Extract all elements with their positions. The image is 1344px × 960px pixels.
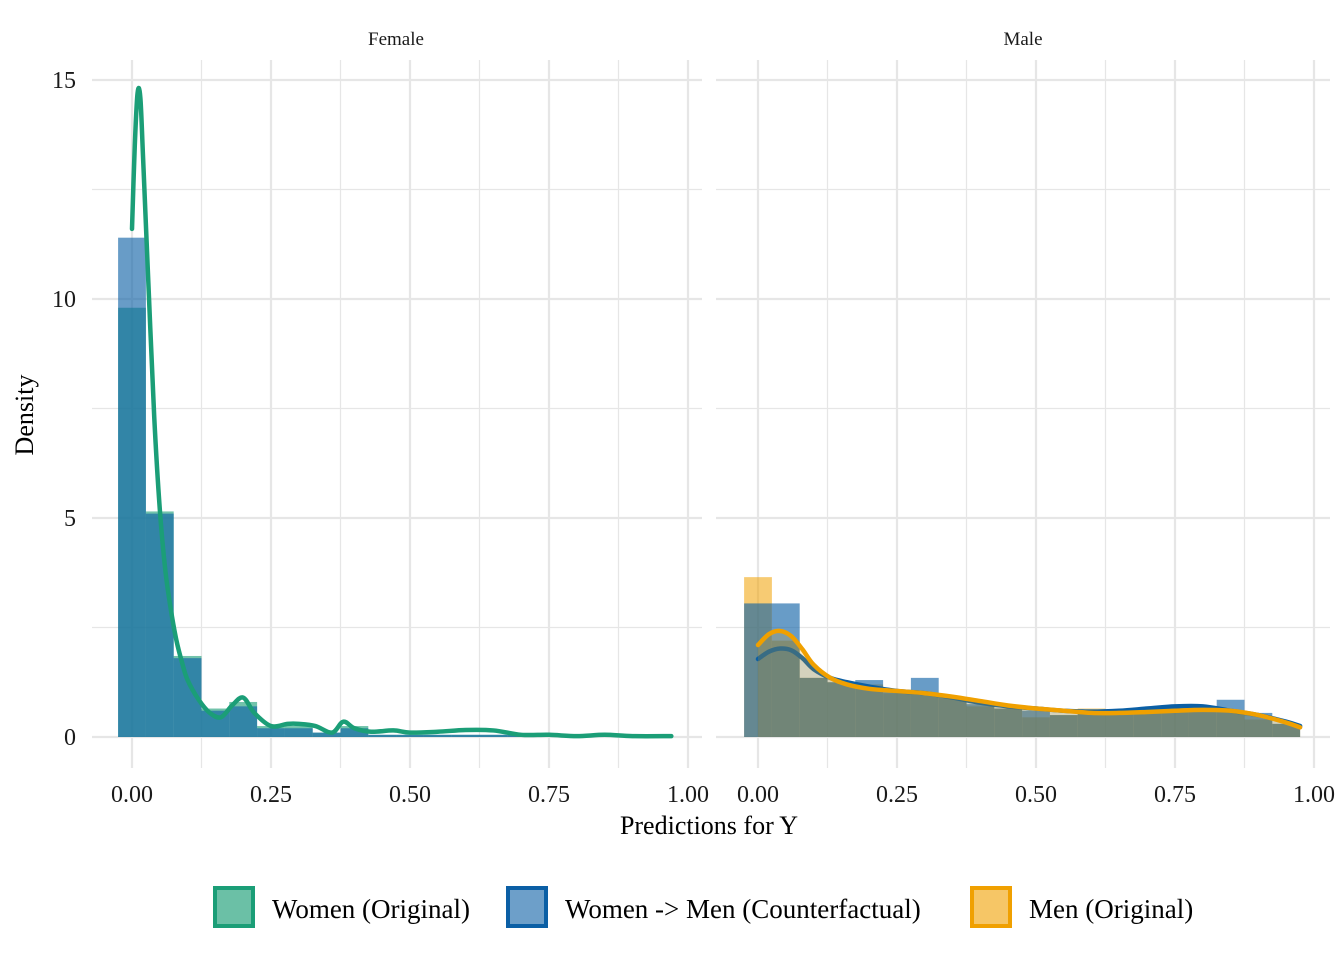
x-tick-labels: 0.00 0.25 0.50 0.75 1.00 <box>737 782 1335 808</box>
legend-key-women-original <box>213 886 255 928</box>
y-tick-label: 15 <box>52 68 76 94</box>
histogram-bar <box>1133 710 1162 737</box>
density-line-women_original <box>129 85 674 739</box>
legend-key-women-to-men <box>506 886 548 928</box>
histogram-bar <box>312 732 341 737</box>
histogram-bar <box>257 728 285 737</box>
grid-major <box>716 60 1330 768</box>
x-axis-title: Predictions for Y <box>620 811 798 840</box>
histogram-bar <box>966 704 995 737</box>
density-area-women_to_men <box>758 648 1301 737</box>
histogram-bar <box>479 734 508 737</box>
histogram-bar <box>145 513 174 737</box>
grid-minor <box>716 60 1330 768</box>
histogram-bar <box>368 734 397 737</box>
legend-key-men-original <box>970 886 1012 928</box>
strip-label-male: Male <box>1003 29 1042 50</box>
legend-label-women-to-men: Women -> Men (Counterfactual) <box>565 894 921 924</box>
histogram-bar <box>938 697 967 737</box>
x-tick-label: 0.25 <box>250 782 292 808</box>
x-tick-label: 0.75 <box>1154 782 1196 808</box>
histogram-bar <box>994 708 1023 737</box>
histogram-bar <box>396 734 424 737</box>
panel-female: 0.00 0.25 0.50 0.75 1.00 0 5 10 15 <box>52 60 709 808</box>
density-area-men_original <box>758 630 1301 737</box>
x-tick-label: 0.50 <box>1015 782 1057 808</box>
x-tick-labels: 0.00 0.25 0.50 0.75 1.00 <box>111 782 709 808</box>
histogram-bar <box>744 603 772 737</box>
histogram-bar <box>827 682 856 737</box>
histogram-bar <box>423 734 452 737</box>
strip-label-female: Female <box>368 29 424 50</box>
y-tick-label: 10 <box>52 287 76 313</box>
x-tick-label: 0.00 <box>111 782 153 808</box>
legend-label-men-original: Men (Original) <box>1029 894 1193 924</box>
y-tick-label: 5 <box>64 506 76 532</box>
histogram-bar <box>799 677 828 737</box>
histogram-bar <box>1077 712 1106 737</box>
x-tick-label: 0.75 <box>528 782 570 808</box>
histogram-bar <box>1188 708 1217 737</box>
histogram-bar <box>451 734 480 737</box>
histogram-bar <box>118 237 146 737</box>
panel-male: 0.00 0.25 0.50 0.75 1.00 <box>716 60 1335 808</box>
histogram-bar <box>771 603 800 737</box>
histogram-bar <box>1105 712 1134 737</box>
histogram-bar <box>1022 710 1050 737</box>
histogram-bar <box>340 728 369 737</box>
x-tick-label: 0.25 <box>876 782 918 808</box>
histogram-bar <box>910 677 939 737</box>
histogram-bar <box>1216 699 1245 737</box>
x-tick-label: 0.50 <box>389 782 431 808</box>
histogram-bar <box>284 728 313 737</box>
y-tick-labels: 0 5 10 15 <box>52 68 76 751</box>
histogram-bar <box>883 691 911 737</box>
legend-label-women-original: Women (Original) <box>272 894 470 924</box>
x-tick-label: 1.00 <box>1293 782 1335 808</box>
y-tick-label: 0 <box>64 725 76 751</box>
grid-minor <box>92 60 702 768</box>
x-tick-label: 0.00 <box>737 782 779 808</box>
legend: Women (Original) Women -> Men (Counterfa… <box>213 886 1193 928</box>
histogram-women_to_men <box>118 237 591 737</box>
y-axis-title: Density <box>10 375 39 456</box>
density-line-men_original <box>755 628 1303 730</box>
histogram-women_to_men <box>744 603 1301 737</box>
x-tick-label: 1.00 <box>667 782 709 808</box>
histogram-bar <box>1049 715 1078 737</box>
